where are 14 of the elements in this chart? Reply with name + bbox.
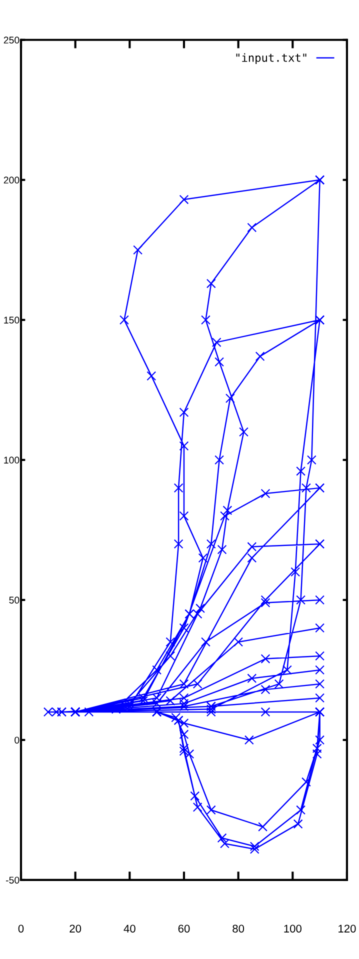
y-tick-label: 200 xyxy=(4,176,20,184)
y-tick-label: 250 xyxy=(4,36,20,44)
y-tick-label: 50 xyxy=(9,596,20,604)
y-tick-label: -50 xyxy=(6,876,20,884)
x-tick-label: 80 xyxy=(232,924,244,933)
x-tick-label: 120 xyxy=(338,924,356,933)
y-tick-label: 150 xyxy=(4,316,20,324)
x-tick-label: 40 xyxy=(124,924,136,933)
x-tick-label: 20 xyxy=(70,924,82,933)
x-tick-label: 100 xyxy=(284,924,302,933)
legend-label: "input.txt" xyxy=(236,53,306,64)
x-tick-label: 60 xyxy=(178,924,190,933)
y-tick-label: 0 xyxy=(14,736,20,744)
y-tick-label: 100 xyxy=(4,456,20,464)
